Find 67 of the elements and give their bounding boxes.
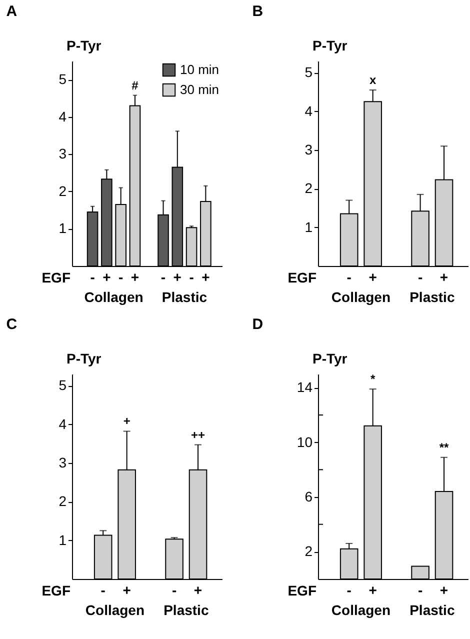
x-tick-label: + <box>194 582 202 598</box>
y-tick-label: 3 <box>58 146 67 162</box>
text: Collagen <box>331 602 391 618</box>
text: Plastic <box>410 289 455 305</box>
x-tick-label: - <box>418 269 423 285</box>
x-tick-label: + <box>368 582 377 598</box>
text: Plastic <box>410 602 455 618</box>
chart-title: C <box>6 316 18 333</box>
chart-title: B <box>252 3 264 20</box>
y-tick-label: 2 <box>304 543 313 560</box>
x-tick-label: - <box>418 582 423 598</box>
annotation: x <box>369 73 376 88</box>
annotation: + <box>123 414 130 428</box>
y-axis-title: P-Tyr <box>66 350 102 366</box>
text: Plastic <box>164 602 209 618</box>
y-tick-label: 2 <box>58 182 67 199</box>
y-tick-label: 2 <box>304 180 313 196</box>
y-tick-label: 10 <box>296 434 313 450</box>
x-axis-title: EGF <box>288 270 317 286</box>
annotation: ** <box>439 440 450 454</box>
x-axis-title: EGF <box>42 582 71 598</box>
y-tick-label: 3 <box>304 141 313 158</box>
y-axis-title: P-Tyr <box>312 38 348 54</box>
text: Collagen <box>84 289 144 305</box>
chart-title: D <box>252 316 264 333</box>
x-tick-label: - <box>90 269 96 285</box>
y-tick-label: 4 <box>304 102 313 119</box>
x-tick-label: - <box>346 269 352 285</box>
y-axis-title: P-Tyr <box>312 350 348 366</box>
y-tick-label: 3 <box>58 454 67 470</box>
text: Collagen <box>331 289 391 305</box>
x-axis-title: EGF <box>42 270 71 286</box>
annotation: ++ <box>191 428 206 442</box>
x-tick-label: + <box>368 269 377 285</box>
x-tick-label: - <box>100 582 106 598</box>
x-tick-label: - <box>160 269 166 285</box>
x-tick-label: + <box>102 269 111 285</box>
x-tick-label: + <box>122 582 131 598</box>
y-tick-label: 1 <box>58 220 67 236</box>
x-tick-label: + <box>130 269 140 285</box>
x-tick-label: + <box>440 582 448 598</box>
y-tick-label: 1 <box>58 532 67 548</box>
legend-label: 10 min <box>180 62 220 77</box>
annotation: * <box>370 372 376 386</box>
text: Plastic <box>162 289 208 305</box>
y-tick-label: 14 <box>296 379 313 396</box>
annotation: # <box>132 78 139 92</box>
y-tick-label: 5 <box>304 64 313 80</box>
x-tick-label: + <box>202 269 210 285</box>
y-tick-label: 4 <box>58 416 67 432</box>
y-axis-title: P-Tyr <box>66 38 102 54</box>
y-tick-label: 4 <box>58 108 67 124</box>
y-tick-label: 5 <box>58 71 67 88</box>
x-axis-title: EGF <box>288 582 317 598</box>
x-tick-label: - <box>346 582 352 598</box>
y-tick-label: 2 <box>58 493 67 510</box>
text: Collagen <box>85 602 145 618</box>
chart-title: A <box>6 3 18 20</box>
y-tick-label: 1 <box>304 218 313 235</box>
y-tick-label: 6 <box>304 488 313 504</box>
legend-label: 30 min <box>180 82 220 97</box>
x-tick-label: - <box>172 582 177 598</box>
x-tick-label: - <box>118 269 124 285</box>
x-tick-label: + <box>440 269 448 285</box>
x-tick-label: + <box>173 269 182 285</box>
x-tick-label: - <box>189 269 194 285</box>
y-tick-label: 5 <box>58 377 67 394</box>
